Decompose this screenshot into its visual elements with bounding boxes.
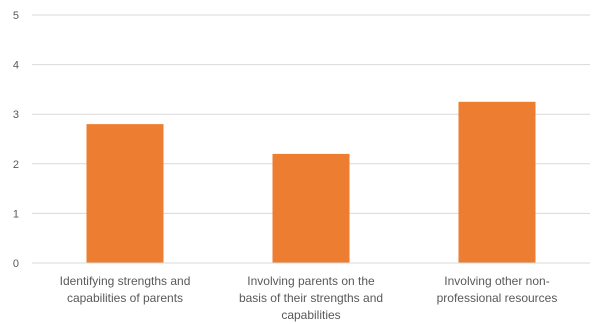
- x-category-label: Involving other non-professional resourc…: [437, 274, 558, 305]
- x-category-label-line: capabilities: [281, 308, 340, 322]
- x-category-label-line: Involving parents on the: [247, 274, 375, 288]
- bars: [86, 101, 536, 264]
- y-tick-label: 1: [13, 208, 19, 220]
- y-tick-label: 0: [13, 258, 19, 270]
- bar: [272, 153, 350, 263]
- x-category-label-line: professional resources: [437, 291, 558, 305]
- x-category-label-line: Involving other non-: [444, 274, 549, 288]
- bar: [458, 101, 536, 263]
- y-axis-tick-labels: 0 1 2 3 4 5: [13, 10, 19, 270]
- x-category-label: Identifying strengths and capabilities of…: [60, 274, 191, 305]
- x-category-label-line: Identifying strengths and: [60, 274, 191, 288]
- x-category-label: Involving parents on the basis of their s…: [239, 274, 383, 322]
- x-category-label-line: basis of their strengths and: [239, 291, 383, 305]
- bar: [86, 124, 164, 264]
- x-axis-category-labels: Identifying strengths and capabilities of…: [60, 274, 558, 322]
- y-tick-label: 3: [13, 109, 19, 121]
- y-tick-label: 4: [13, 60, 19, 72]
- y-tick-label: 5: [13, 10, 19, 22]
- x-category-label-line: capabilities of parents: [67, 291, 183, 305]
- y-tick-label: 2: [13, 159, 19, 171]
